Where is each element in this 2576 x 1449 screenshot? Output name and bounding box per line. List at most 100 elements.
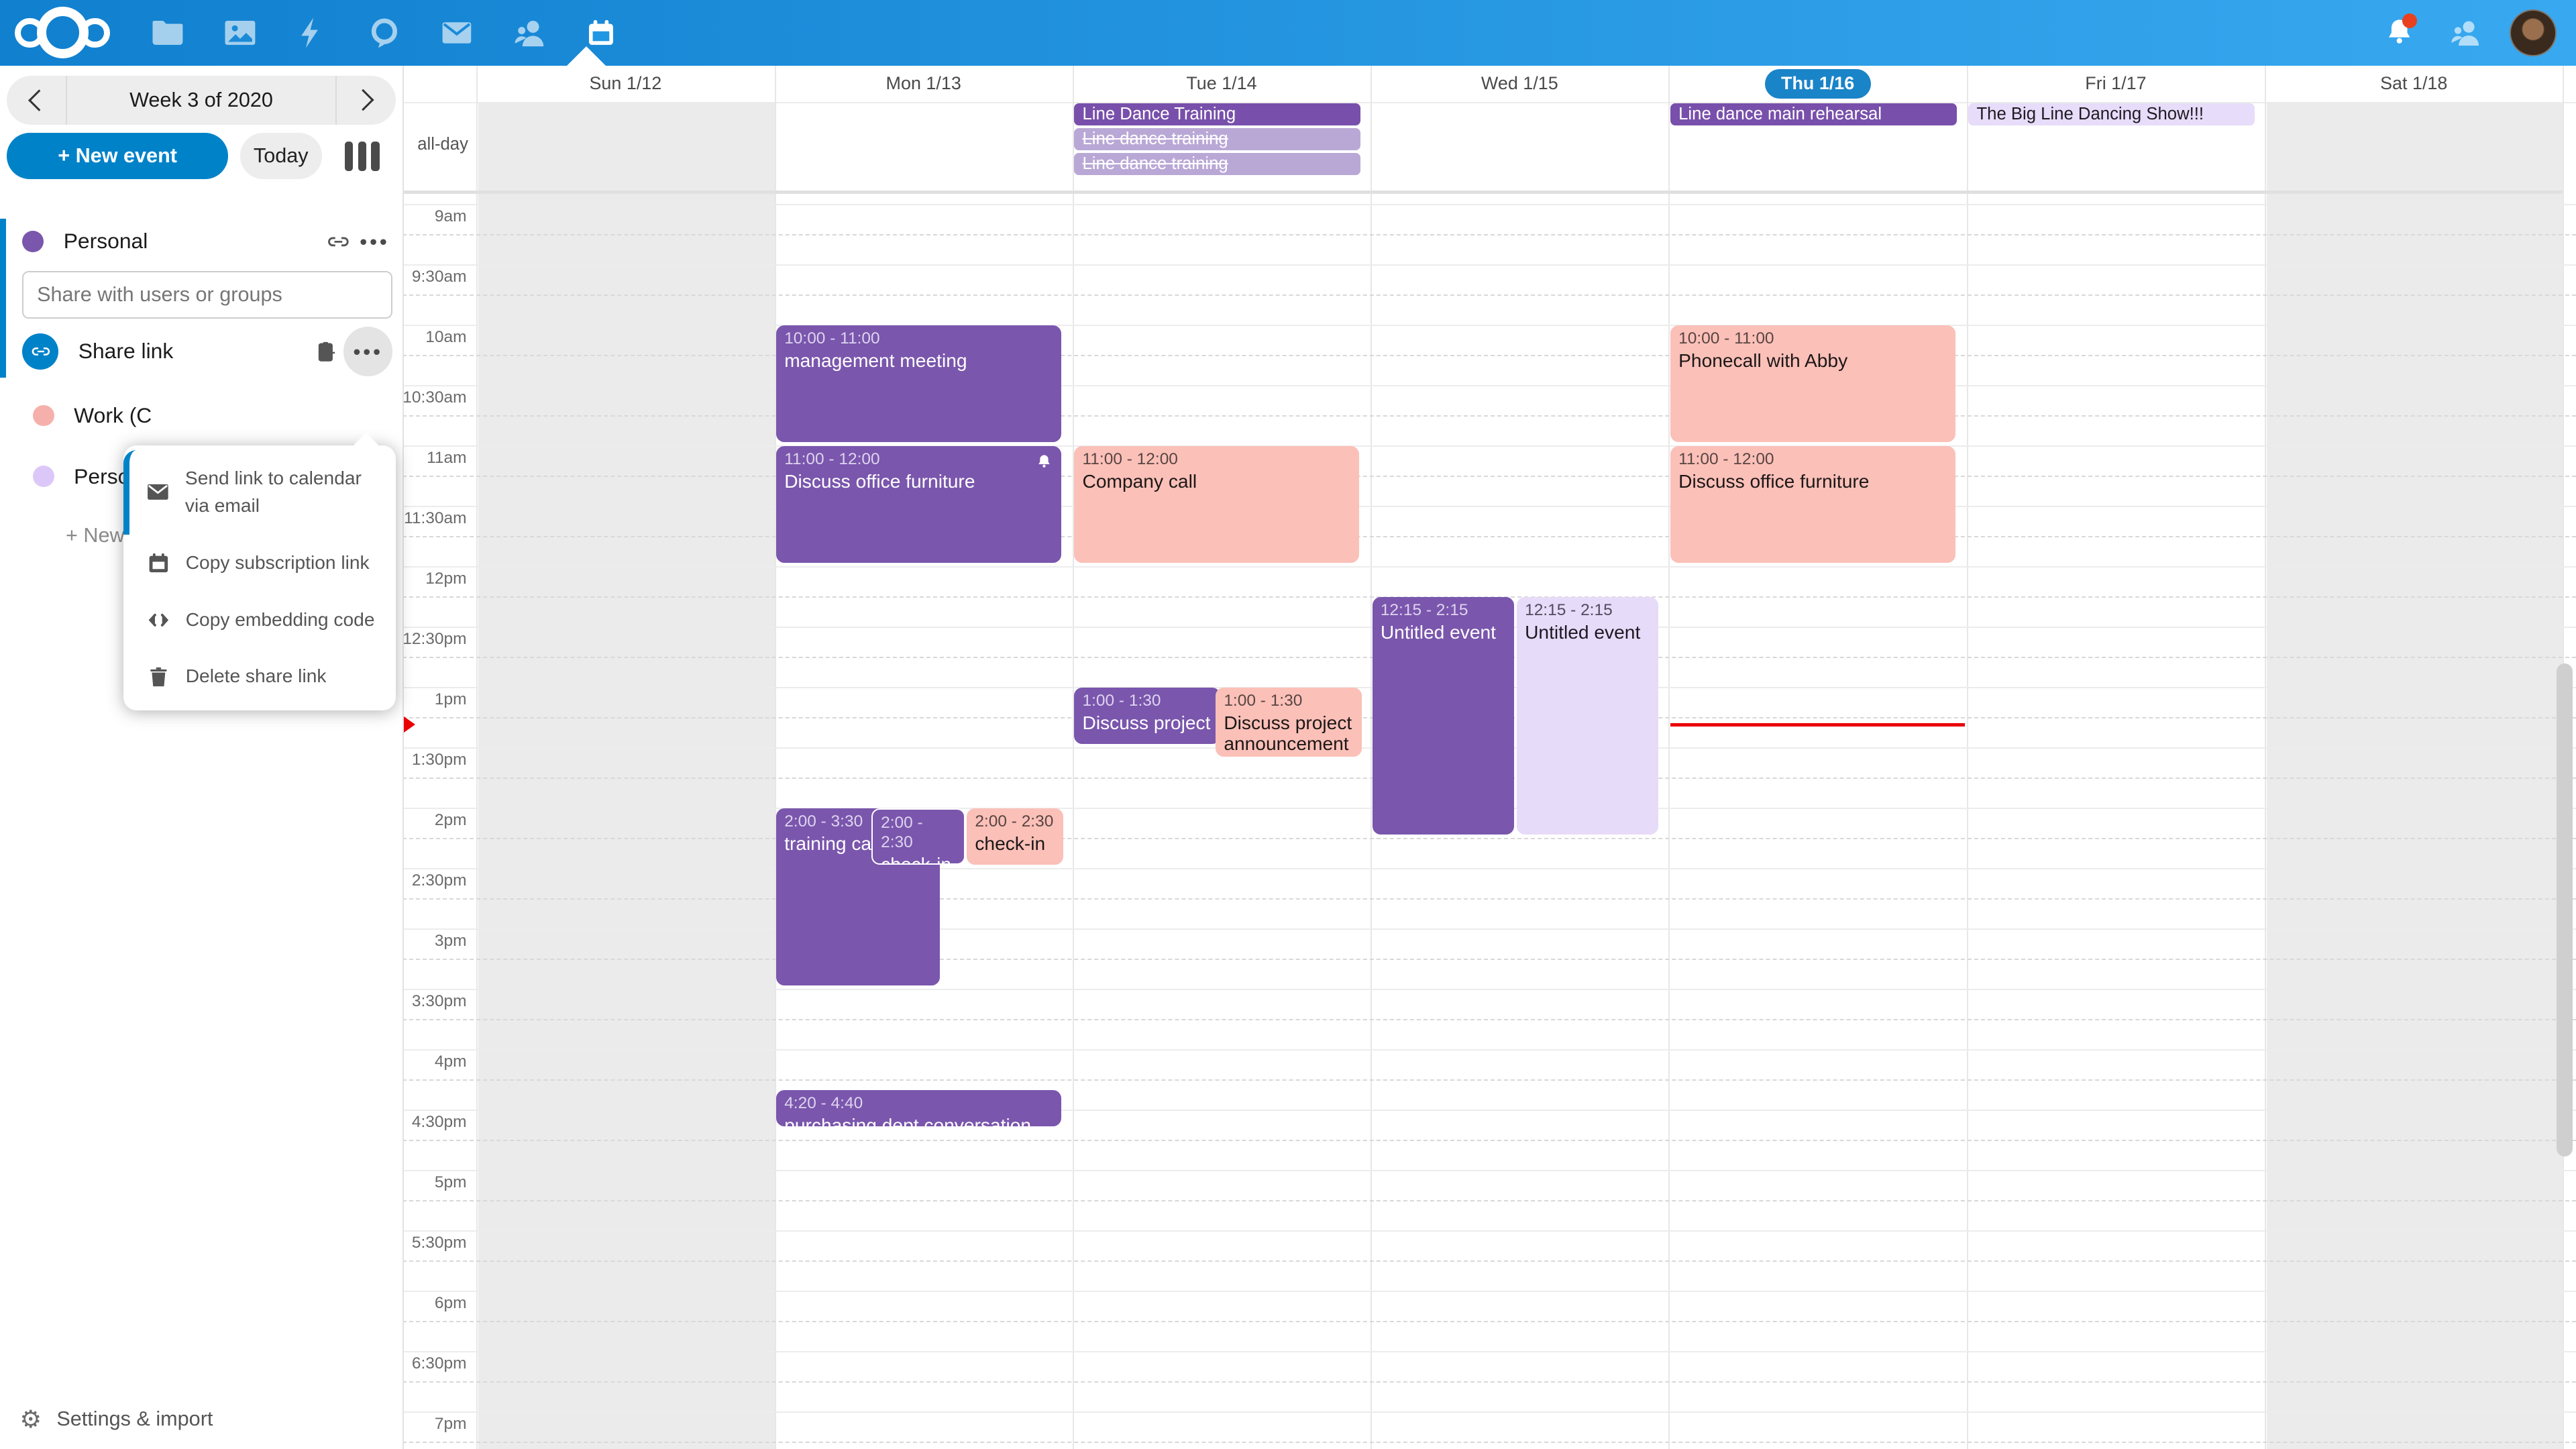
week-label[interactable]: Week 3 of 2020 <box>65 75 337 125</box>
event[interactable]: 10:00 - 11:00 Phonecall with Abby <box>1670 325 1955 442</box>
day-header[interactable]: Fri 1/17 <box>2085 73 2147 94</box>
quarter-line <box>402 898 2576 900</box>
current-time-arrow <box>404 716 416 733</box>
week-navigation: Week 3 of 2020 <box>6 75 396 125</box>
hour-line <box>402 1411 2576 1413</box>
today-pill: Thu 1/16 <box>1764 69 1871 99</box>
calendar-color-dot <box>22 231 44 252</box>
event[interactable]: 11:00 - 12:00 Company call <box>1074 445 1359 563</box>
day-header[interactable]: Tue 1/14 <box>1186 73 1257 94</box>
hour-line <box>402 1230 2576 1232</box>
quarter-line <box>402 294 2576 296</box>
logo-circle <box>36 7 89 59</box>
calendar-list: Personal ••• Share link ••• <box>0 218 402 555</box>
day-header[interactable]: Wed 1/15 <box>1481 73 1558 94</box>
event[interactable]: 4:20 - 4:40 purchasing dept conversation <box>775 1089 1061 1126</box>
time-label: 9:30am <box>411 267 467 286</box>
time-label: 11:30am <box>404 508 467 527</box>
time-label: 7pm <box>434 1414 467 1433</box>
calendar-app-icon[interactable] <box>582 13 621 53</box>
photos-icon[interactable] <box>220 13 260 53</box>
event[interactable]: 2:00 - 2:30 check-in <box>871 808 965 865</box>
talk-icon[interactable] <box>365 13 405 53</box>
mail-icon[interactable] <box>437 13 476 53</box>
view-switcher-icon[interactable] <box>345 141 384 171</box>
event[interactable]: 11:00 - 12:00 Discuss office furniture <box>1670 445 1955 563</box>
share-link-icon[interactable] <box>321 229 357 254</box>
hour-line <box>402 988 2576 990</box>
nextcloud-logo-icon[interactable] <box>10 7 115 59</box>
calendar-name: Personal <box>63 229 148 254</box>
time-label: 2:30pm <box>411 871 467 890</box>
time-label: 4:30pm <box>411 1112 467 1131</box>
quarter-line <box>402 535 2576 537</box>
files-icon[interactable] <box>148 13 187 53</box>
time-label: 10am <box>425 327 467 346</box>
hour-line <box>402 928 2576 930</box>
quarter-line <box>402 1320 2576 1322</box>
today-button[interactable]: Today <box>239 133 322 179</box>
menu-item-delete-share-link[interactable]: Delete share link <box>123 648 396 705</box>
share-link-circle-icon <box>22 333 59 370</box>
share-link-context-menu: Send link to calendar via email Copy sub… <box>123 445 396 710</box>
hour-line <box>402 505 2576 507</box>
event[interactable]: 12:15 - 2:15 Untitled event <box>1516 596 1658 835</box>
event[interactable]: 12:15 - 2:15 Untitled event <box>1372 596 1514 835</box>
user-avatar[interactable] <box>2509 9 2557 57</box>
contacts-menu-icon[interactable] <box>2444 11 2487 54</box>
next-week-button[interactable] <box>337 76 396 125</box>
previous-week-button[interactable] <box>7 76 66 125</box>
hour-line <box>402 1169 2576 1171</box>
calendar-name: Work (C <box>74 402 152 427</box>
menu-item-copy-subscription-link[interactable]: Copy subscription link <box>123 535 396 592</box>
notifications-bell-icon[interactable] <box>2378 11 2421 54</box>
quarter-line <box>402 837 2576 839</box>
menu-item-send-link-email[interactable]: Send link to calendar via email <box>123 450 396 535</box>
contacts-icon[interactable] <box>509 13 549 53</box>
copy-link-clipboard-icon[interactable] <box>307 339 343 364</box>
quarter-line <box>402 1381 2576 1383</box>
quarter-line <box>402 596 2576 598</box>
reminder-bell-icon <box>1038 455 1050 468</box>
event[interactable]: 11:00 - 12:00 Discuss office furniture <box>775 445 1061 563</box>
top-bar <box>0 0 2576 66</box>
day-column-border <box>1966 65 1968 1449</box>
calendar-actions-menu-icon[interactable]: ••• <box>360 229 390 254</box>
all-day-event[interactable]: The Big Line Dancing Show!!! <box>1968 103 2255 126</box>
activity-icon[interactable] <box>292 13 332 53</box>
active-app-caret <box>566 46 606 66</box>
calendar-item-personal[interactable]: Personal ••• <box>22 219 392 265</box>
all-day-event[interactable]: Line Dance Training <box>1074 103 1361 126</box>
hour-line <box>402 867 2576 869</box>
time-label: 5pm <box>434 1173 467 1191</box>
new-event-button[interactable]: + New event <box>6 133 229 179</box>
share-with-users-input[interactable] <box>22 271 393 319</box>
share-link-actions-menu-icon[interactable]: ••• <box>343 327 393 376</box>
gear-icon: ⚙ <box>19 1405 42 1434</box>
day-header[interactable]: Sun 1/12 <box>589 73 662 94</box>
all-day-event[interactable]: Line dance main rehearsal <box>1670 103 1957 126</box>
all-day-event[interactable]: Line dance training <box>1074 128 1361 151</box>
day-header[interactable]: Mon 1/13 <box>885 73 961 94</box>
vertical-scrollbar[interactable] <box>2556 663 2573 1157</box>
day-header[interactable]: Sat 1/18 <box>2380 73 2448 94</box>
menu-item-label: Delete share link <box>185 665 327 687</box>
settings-import-button[interactable]: ⚙ Settings & import <box>19 1400 213 1440</box>
time-label: 3:30pm <box>411 991 467 1010</box>
day-header[interactable]: Thu 1/16 <box>1668 66 1966 102</box>
event[interactable]: 2:00 - 2:30 check-in <box>967 808 1064 865</box>
day-column-border <box>1668 65 1670 1449</box>
time-label: 1pm <box>434 690 467 708</box>
hour-line <box>402 264 2576 266</box>
quarter-line <box>402 233 2576 235</box>
time-label: 4pm <box>434 1052 467 1071</box>
all-day-event[interactable]: Line dance training <box>1074 152 1361 175</box>
menu-item-copy-embedding-code[interactable]: Copy embedding code <box>123 592 396 649</box>
day-column-border <box>1072 65 1074 1449</box>
event[interactable]: 10:00 - 11:00 management meeting <box>775 325 1061 442</box>
time-label: 3pm <box>434 931 467 950</box>
calendar-item-work[interactable]: Work (C <box>0 392 402 439</box>
